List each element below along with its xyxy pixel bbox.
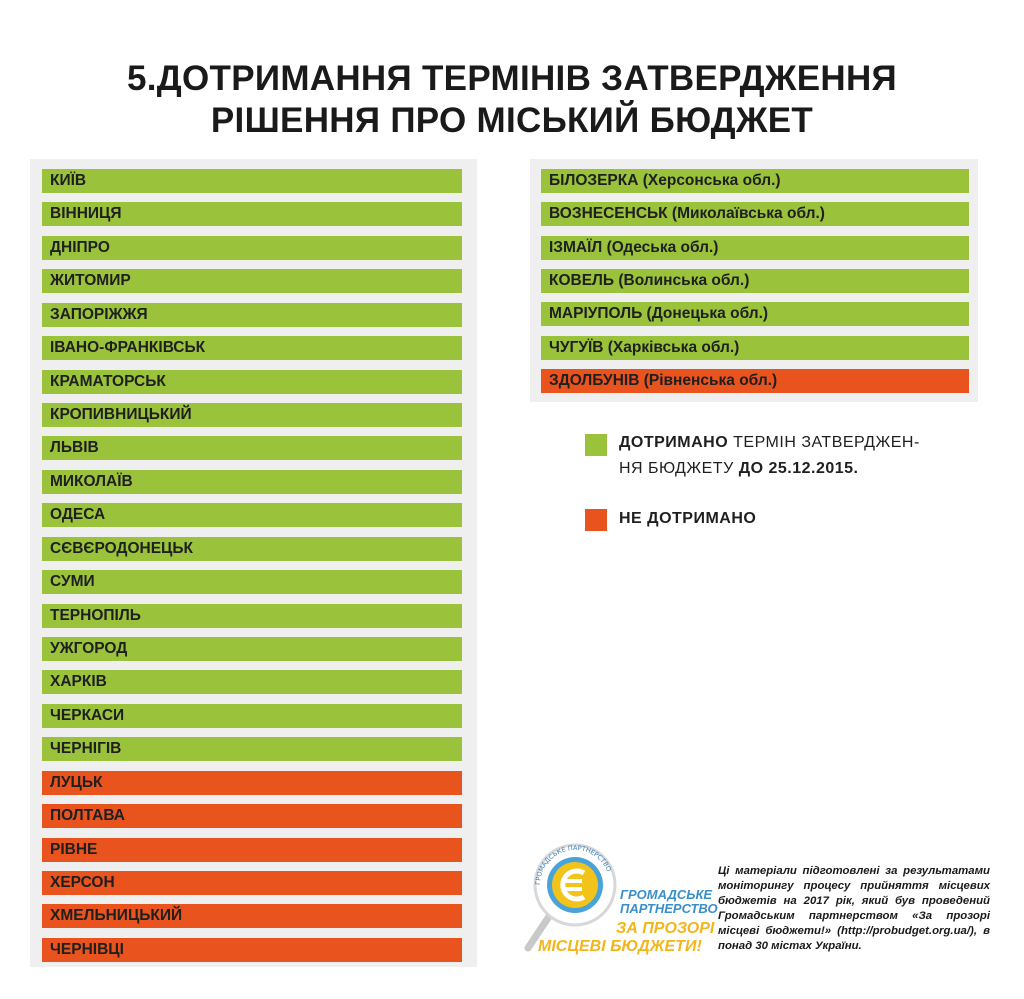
left_list-row: ЧЕРКАСИ xyxy=(42,703,462,728)
left_list-row: ЧЕРНІВЦІ xyxy=(42,937,462,962)
left_list-row: СЄВЄРОДОНЕЦЬК xyxy=(42,536,462,561)
left_list-row: ПОЛТАВА xyxy=(42,804,462,829)
footnote: Ці матеріали підготовлені за результатам… xyxy=(718,865,990,952)
page-title-line-2: РІШЕННЯ ПРО МІСЬКИЙ БЮДЖЕТ xyxy=(210,101,814,140)
left_list-row: КРОПИВНИЦЬКИЙ xyxy=(42,403,462,427)
left_list-row: ХМЕЛЬНИЦЬКИЙ xyxy=(42,904,462,929)
legend-not-complied: НЕ ДОТРИМАНО xyxy=(619,506,949,532)
left_list-row: ДНІПРО xyxy=(42,235,462,260)
legend-complied-text-1: ТЕРМІН ЗАТВЕРДЖЕН- xyxy=(728,434,920,451)
left_list-row: РІВНЕ xyxy=(42,837,462,862)
page-title-line-1: 5.ДОТРИМАННЯ ТЕРМІНІВ ЗАТВЕРДЖЕННЯ xyxy=(127,59,897,98)
left_list-row: МИКОЛАЇВ xyxy=(42,469,462,494)
right_list-row: ІЗМАЇЛ (Одеська обл.) xyxy=(541,235,969,260)
left_list-row: ЧЕРНІГІВ xyxy=(42,737,462,762)
left_list-row: ВІННИЦЯ xyxy=(42,202,462,227)
major-cities-panel xyxy=(30,159,477,967)
left_list-row: КРАМАТОРСЬК xyxy=(42,369,462,394)
left_list-row: ТЕРНОПІЛЬ xyxy=(42,603,462,628)
logo-line-3: ЗА ПРОЗОРІ xyxy=(616,920,715,937)
left_list-row: ІВАНО-ФРАНКІВСЬК xyxy=(42,336,462,361)
left_list-row: ХАРКІВ xyxy=(42,670,462,695)
left_list-row: СУМИ xyxy=(42,570,462,595)
legend-complied-bold: ДОТРИМАНО xyxy=(619,434,729,451)
logo-line-4: МІСЦЕВІ БЮДЖЕТИ! xyxy=(538,938,702,955)
page-title: 5.ДОТРИМАННЯ ТЕРМІНІВ ЗАТВЕРДЖЕННЯ РІШЕН… xyxy=(0,58,1024,142)
partnership-logo: ГРОМАДСЬКЕ ПАРТНЕРСТВО ГРОМАДСЬКЕ ПАРТНЕ… xyxy=(520,840,718,960)
right_list-row: ЧУГУЇВ (Харківська обл.) xyxy=(541,335,969,360)
magnifier-euro-icon: ГРОМАДСЬКЕ ПАРТНЕРСТВО xyxy=(524,843,617,952)
logo-line-1: ГРОМАДСЬКЕ xyxy=(620,887,713,902)
right_list-row: МАРІУПОЛЬ (Донецька обл.) xyxy=(541,302,969,327)
legend-complied-date: ДО 25.12.2015. xyxy=(738,460,859,477)
legend-complied: ДОТРИМАНО ТЕРМІН ЗАТВЕРДЖЕН- НЯ БЮДЖЕТУ … xyxy=(619,430,949,482)
legend-not-complied-label: НЕ ДОТРИМАНО xyxy=(619,510,757,527)
left_list-row: ЛУЦЬК xyxy=(42,770,462,795)
left_list-row: ЗАПОРІЖЖЯ xyxy=(42,302,462,327)
right_list-row: КОВЕЛЬ (Волинська обл.) xyxy=(541,268,969,293)
legend-swatch-complied xyxy=(585,434,607,456)
logo-line-2: ПАРТНЕРСТВО xyxy=(620,901,718,916)
left_list-row: УЖГОРОД xyxy=(42,637,462,662)
right_list-row: ЗДОЛБУНІВ (Рівненська обл.) xyxy=(541,368,969,393)
left_list-row: ЖИТОМИР xyxy=(42,269,462,294)
right_list-row: БІЛОЗЕРКА (Херсонська обл.) xyxy=(541,169,969,193)
left_list-row: ХЕРСОН xyxy=(42,871,462,896)
left_list-row: ЛЬВІВ xyxy=(42,436,462,461)
left_list-row: ОДЕСА xyxy=(42,503,462,528)
left_list-row: КИЇВ xyxy=(42,169,462,193)
legend-swatch-not-complied xyxy=(585,509,607,531)
legend-complied-text-2: НЯ БЮДЖЕТУ xyxy=(619,460,739,477)
right_list-row: ВОЗНЕСЕНСЬК (Миколаївська обл.) xyxy=(541,202,969,227)
